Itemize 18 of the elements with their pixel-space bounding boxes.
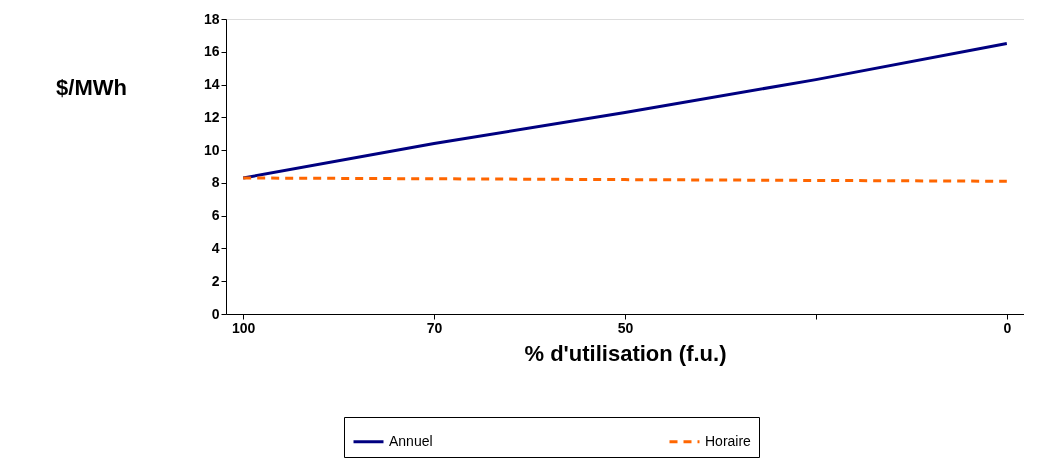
y-tick-label: 12 — [203, 108, 220, 125]
y-tick-label: 4 — [211, 239, 220, 256]
y-tick-label: 0 — [211, 305, 220, 322]
y-tick-label: 6 — [211, 207, 220, 224]
y-tick-label: 14 — [203, 76, 220, 93]
y-tick-label: 2 — [211, 272, 220, 289]
y-tick-label: 16 — [203, 43, 220, 60]
y-tick-label: 10 — [203, 141, 220, 158]
legend-label: Annuel — [389, 432, 433, 449]
x-tick-label: 50 — [617, 319, 634, 336]
x-tick-label: 70 — [426, 319, 443, 336]
x-tick-label: 100 — [232, 319, 256, 336]
x-axis-title: % d'utilisation (f.u.) — [524, 340, 727, 366]
x-tick-label: 0 — [1003, 319, 1012, 336]
y-axis-title: $/MWh — [56, 74, 127, 100]
y-tick-label: 8 — [211, 174, 220, 191]
legend-label: Horaire — [705, 432, 752, 449]
y-tick-label: 18 — [203, 10, 220, 27]
